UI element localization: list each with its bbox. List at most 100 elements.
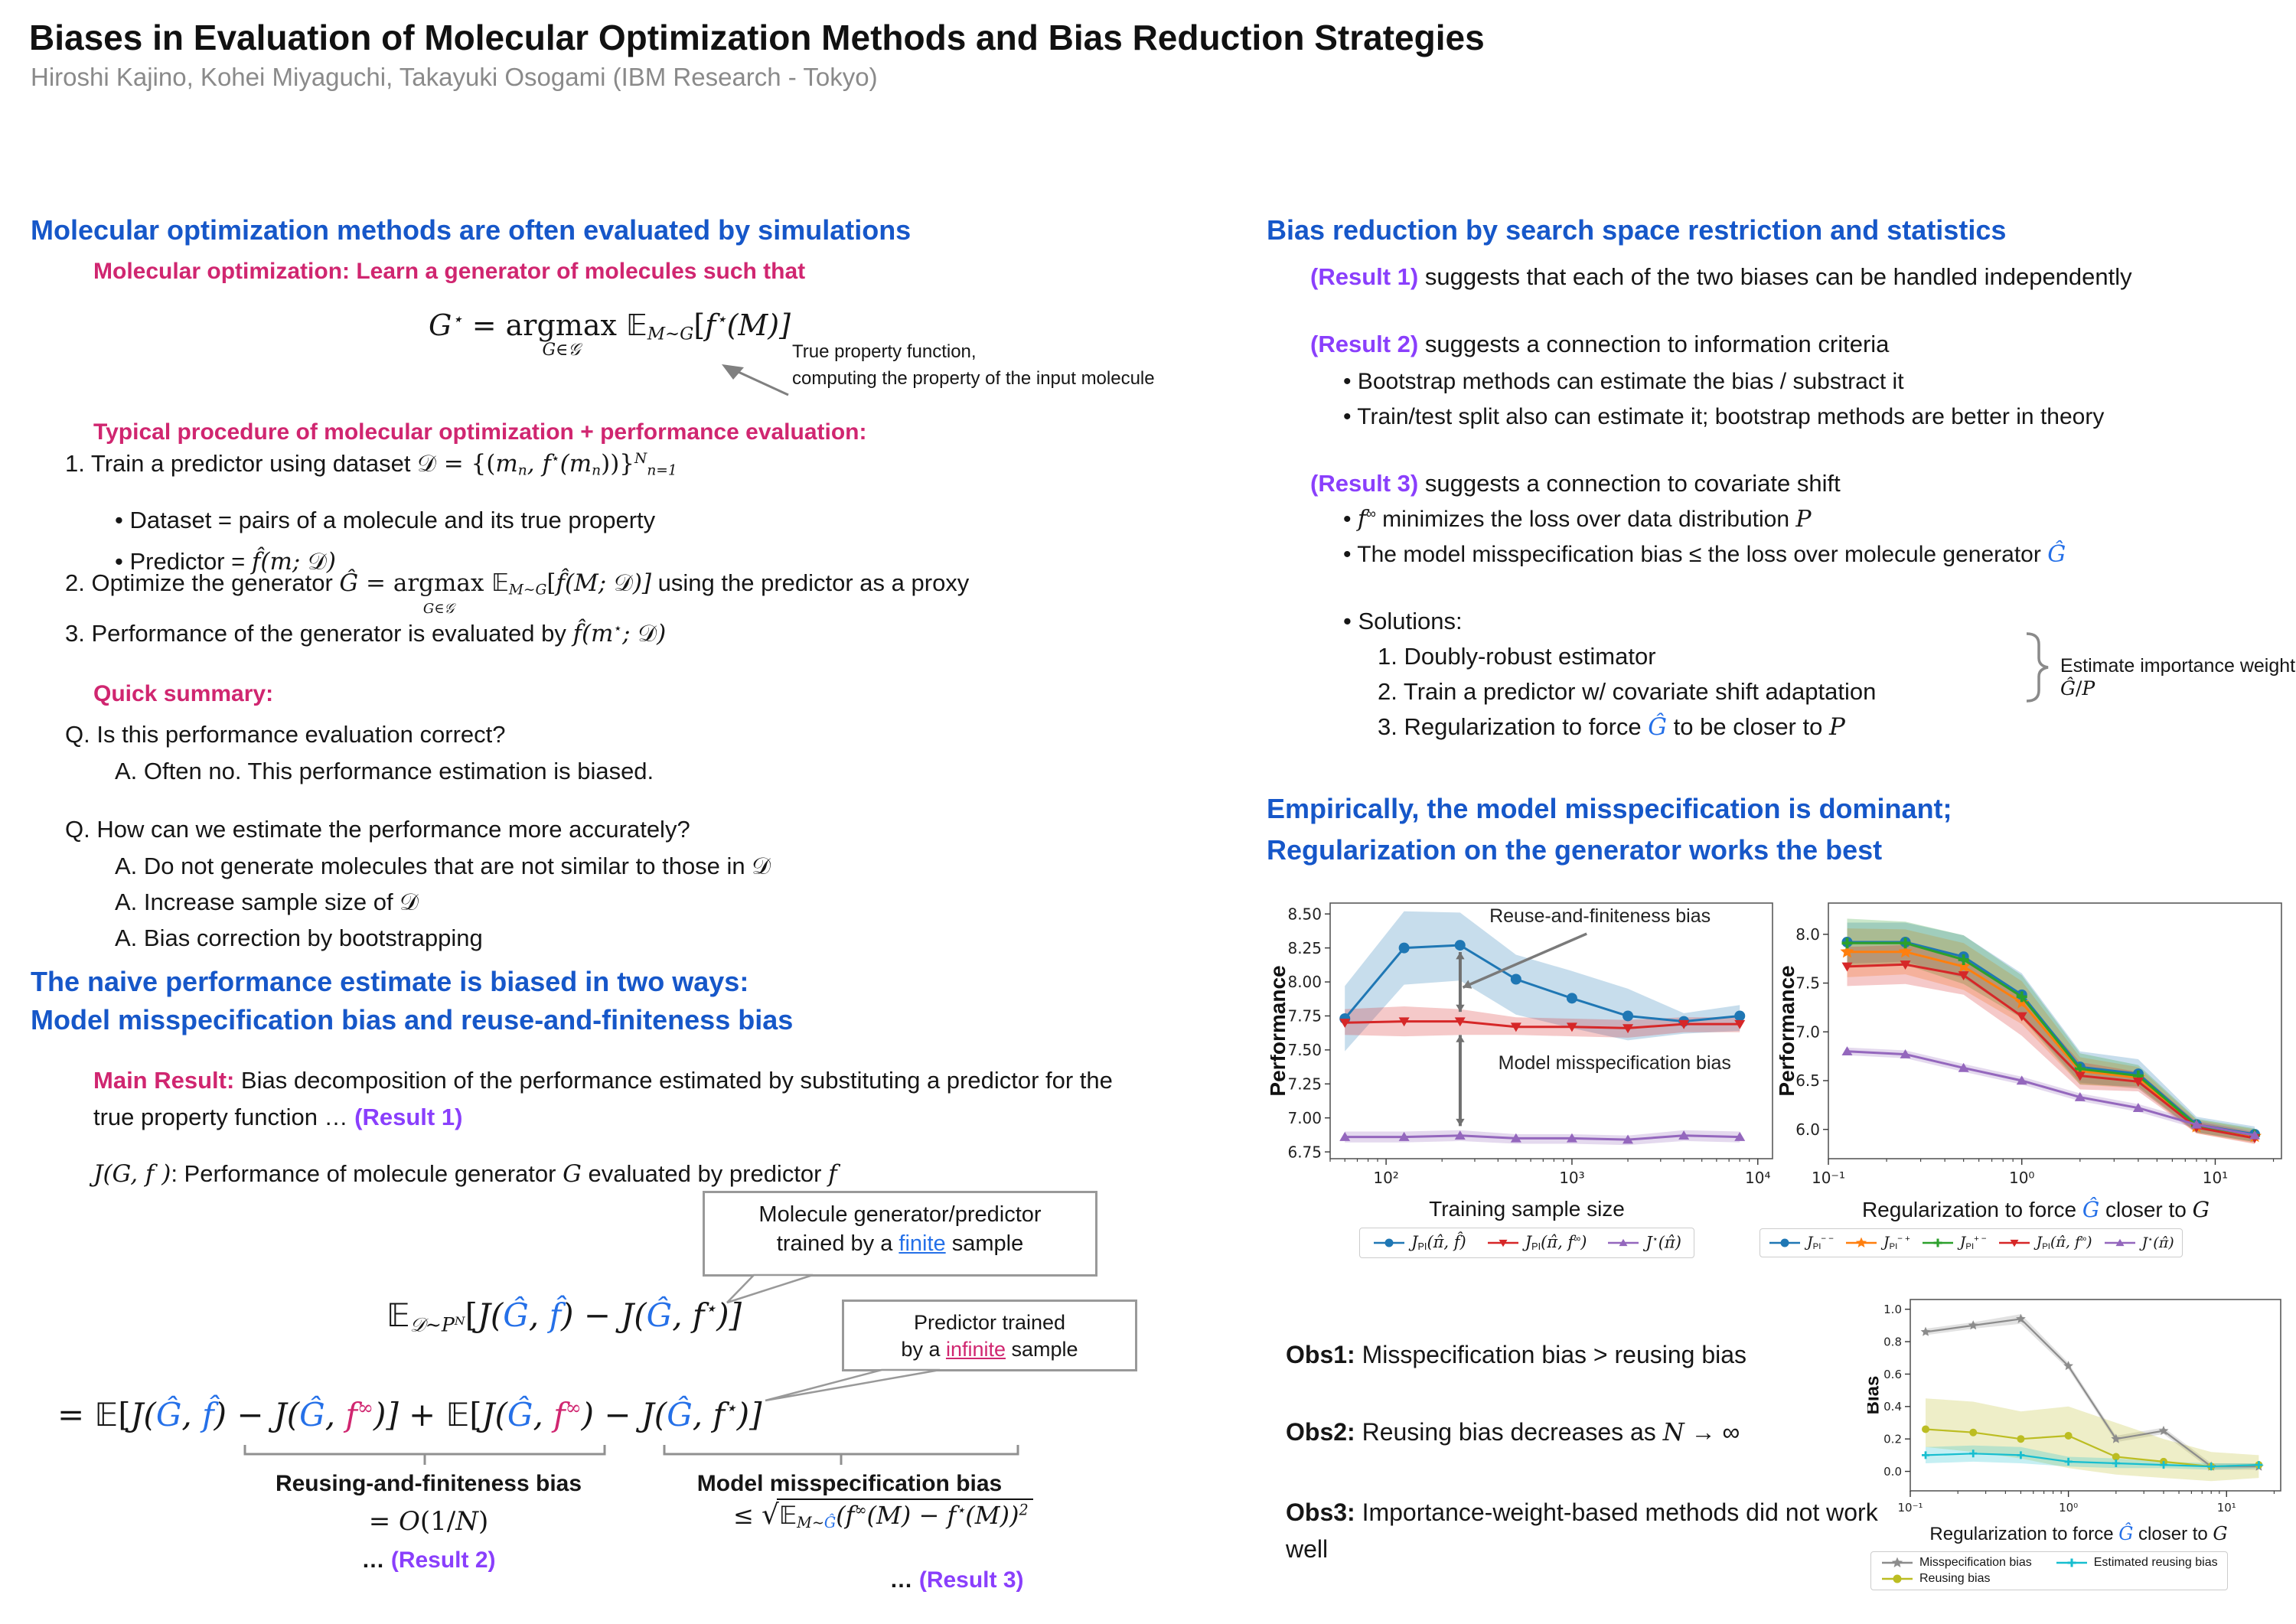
- svg-text:6.75: 6.75: [1287, 1143, 1322, 1161]
- section-heading-empirical-line2: Regularization on the generator works th…: [1267, 834, 1883, 866]
- svg-text:Reuse-and-finiteness bias: Reuse-and-finiteness bias: [1489, 905, 1711, 927]
- formula-bias-decomposition: = 𝔼[J(Ĝ, f̂) − J(Ĝ, f∞)] + 𝔼[J(Ĝ, f∞) − …: [57, 1396, 762, 1433]
- solution-3: 3. Regularization to force Ĝ to be close…: [1378, 713, 1845, 741]
- procedure-step-1-bullet-dataset: • Dataset = pairs of a molecule and its …: [115, 507, 656, 533]
- solutions-brace: [2026, 632, 2049, 703]
- svg-text:10⁻¹: 10⁻¹: [1812, 1169, 1845, 1187]
- result-2-line: (Result 2) suggests a connection to info…: [1310, 331, 1890, 357]
- svg-text:10⁰: 10⁰: [2009, 1169, 2034, 1187]
- chart-bias-vs-regularization: 10⁻¹ 10⁰ 10¹ 0.0 0.2 0.4 0.6 0.8 1.0 Bias Regulari…: [1867, 1292, 2290, 1590]
- legend-item: Estimated reusing bias: [2055, 1556, 2218, 1570]
- svg-text:Bias: Bias: [1867, 1376, 1883, 1415]
- legend-item: JPI+ −: [1921, 1234, 1987, 1251]
- note-true-property-line1: True property function,: [792, 341, 977, 362]
- svg-text:10⁻¹: 10⁻¹: [1897, 1501, 1923, 1515]
- result-1-line: (Result 1) suggests that each of the two…: [1310, 263, 2132, 290]
- svg-text:0.0: 0.0: [1883, 1465, 1902, 1479]
- result-3-ref: … (Result 3): [889, 1567, 1024, 1593]
- svg-text:0.6: 0.6: [1883, 1368, 1902, 1381]
- note-importance-weight: Estimate importance weight Ĝ/P: [2060, 655, 2296, 699]
- svg-text:0.4: 0.4: [1883, 1400, 1902, 1414]
- label-reusing-finiteness-bias: Reusing-and-finiteness bias: [275, 1471, 582, 1496]
- chart-legend: JPI(π̂, f̂) JPI(π̂, f∞) J⋆(π̂): [1359, 1228, 1694, 1258]
- chart-legend: Misspecification bias Estimated reusing b…: [1870, 1551, 2228, 1590]
- question-1: Q. Is this performance evaluation correc…: [65, 721, 506, 748]
- svg-text:10¹: 10¹: [2203, 1169, 2228, 1187]
- procedure-step-1-bullet-predictor: • Predictor = f̂(m; 𝒟): [115, 548, 337, 576]
- label-model-misspecification-bias: Model misspecification bias: [696, 1471, 1003, 1496]
- procedure-step-2: 2. Optimize the generator Ĝ = argmax G∈𝒢 …: [65, 569, 970, 617]
- underbrace-misspec: [663, 1445, 1019, 1465]
- svg-text:8.25: 8.25: [1287, 939, 1322, 957]
- observation-1: Obs1: Misspecification bias > reusing bi…: [1286, 1341, 1747, 1368]
- procedure-step-1: 1. Train a predictor using dataset 𝒟 = {…: [65, 449, 677, 479]
- svg-text:0.2: 0.2: [1883, 1433, 1902, 1446]
- formula-o1n: = O(1/N): [368, 1506, 489, 1537]
- j-definition: J(G, f ): Performance of molecule genera…: [93, 1160, 837, 1188]
- legend-item: Misspecification bias: [1880, 1556, 2032, 1570]
- main-result-paragraph: Main Result: Bias decomposition of the p…: [93, 1067, 1113, 1131]
- answer-2b: A. Increase sample size of 𝒟: [115, 889, 419, 916]
- observation-2: Obs2: Reusing bias decreases as N → ∞: [1286, 1417, 1740, 1446]
- subheading-molecular-optimization: Molecular optimization: Learn a generato…: [93, 259, 806, 284]
- formula-misspec-bound: ≤ √𝔼M∼Ĝ(f∞(M) − f⋆(M))2: [733, 1498, 1033, 1531]
- question-2: Q. How can we estimate the performance m…: [65, 816, 690, 843]
- svg-text:7.5: 7.5: [1795, 974, 1820, 993]
- formula-bias-lhs: 𝔼𝒟∼Pᴺ[J(Ĝ, f̂) − J(Ĝ, f⋆)]: [386, 1296, 742, 1336]
- chart-performance-vs-sample-size: Reuse-and-finiteness bias Model misspecif…: [1270, 895, 1783, 1258]
- procedure-step-3: 3. Performance of the generator is evalu…: [65, 619, 667, 647]
- svg-text:10⁴: 10⁴: [1745, 1169, 1770, 1187]
- svg-text:1.0: 1.0: [1883, 1303, 1902, 1316]
- result-3-bullet-finf: • f∞ minimizes the loss over data distri…: [1343, 506, 1812, 533]
- result-2-bullet-bootstrap: • Bootstrap methods can estimate the bia…: [1343, 369, 1904, 394]
- underbrace-reusing: [243, 1445, 606, 1465]
- solution-1: 1. Doubly-robust estimator: [1378, 643, 1656, 670]
- legend-item: JPI− +: [1844, 1234, 1910, 1251]
- svg-text:10²: 10²: [1373, 1169, 1398, 1187]
- svg-text:6.0: 6.0: [1795, 1120, 1820, 1139]
- svg-text:7.25: 7.25: [1287, 1075, 1322, 1093]
- section-heading-bias-reduction: Bias reduction by search space restricti…: [1267, 214, 2007, 246]
- subheading-quick-summary: Quick summary:: [93, 681, 274, 706]
- svg-text:Performance: Performance: [1779, 965, 1799, 1096]
- legend-item: Reusing bias: [1880, 1572, 2032, 1586]
- formula-gstar-argmax: G⋆ = argmax G∈𝒢 𝔼M∼G[f⋆(M)]: [429, 308, 791, 360]
- chart-x-axis-label: Regularization to force Ĝ closer to G: [1861, 1197, 2210, 1222]
- answer-2c: A. Bias correction by bootstrapping: [115, 925, 483, 951]
- poster-title: Biases in Evaluation of Molecular Optimi…: [29, 18, 1485, 57]
- section-heading-two-biases-line1: The naive performance estimate is biased…: [31, 966, 749, 997]
- result-2-ref: … (Result 2): [361, 1547, 496, 1573]
- section-heading-simulations: Molecular optimization methods are often…: [31, 214, 912, 246]
- section-heading-empirical-line1: Empirically, the model misspecification …: [1267, 793, 1952, 824]
- chart-legend: JPI− − JPI− + JPI+ − JPI(π̂, f∞) J⋆(π̂): [1760, 1228, 2183, 1257]
- svg-text:Model misspecification bias: Model misspecification bias: [1499, 1052, 1731, 1074]
- callout-tail-infinite: [765, 1368, 941, 1402]
- callout-finite-sample: Molecule generator/predictor trained by a…: [703, 1191, 1097, 1277]
- svg-text:8.0: 8.0: [1795, 925, 1820, 944]
- subheading-typical-procedure: Typical procedure of molecular optimizat…: [93, 419, 867, 445]
- legend-item: JPI(π̂, f̂): [1372, 1233, 1466, 1252]
- svg-text:10³: 10³: [1559, 1169, 1584, 1187]
- result-3-bullet-misspec: • The model misspecification bias ≤ the …: [1343, 541, 2066, 568]
- svg-text:7.75: 7.75: [1287, 1007, 1322, 1026]
- note-true-property-line2: computing the property of the input mole…: [792, 368, 1155, 389]
- chart-performance-vs-regularization: 10⁻¹ 10⁰ 10¹ 6.0 6.5 7.0 7.5 8.0 Performance Regu…: [1760, 895, 2292, 1257]
- legend-item: JPI(π̂, f∞): [1998, 1234, 2092, 1251]
- svg-text:0.8: 0.8: [1883, 1335, 1902, 1348]
- svg-text:7.00: 7.00: [1287, 1109, 1322, 1127]
- poster-authors: Hiroshi Kajino, Kohei Miyaguchi, Takayuk…: [31, 63, 878, 91]
- callout-infinite-sample: Predictor trained by a infinite sample: [842, 1300, 1137, 1371]
- svg-text:8.50: 8.50: [1287, 905, 1322, 923]
- legend-item: J⋆(π̂): [1606, 1233, 1681, 1253]
- svg-text:7.50: 7.50: [1287, 1041, 1322, 1059]
- solution-2: 2. Train a predictor w/ covariate shift …: [1378, 678, 1877, 705]
- legend-item: J⋆(π̂): [2103, 1234, 2174, 1252]
- svg-text:6.5: 6.5: [1795, 1071, 1820, 1090]
- section-heading-two-biases-line2: Model misspecification bias and reuse-an…: [31, 1004, 794, 1035]
- result-2-bullet-traintest: • Train/test split also can estimate it;…: [1343, 404, 2105, 429]
- answer-1: A. Often no. This performance estimation…: [115, 758, 654, 784]
- svg-text:Performance: Performance: [1270, 965, 1290, 1096]
- svg-text:10¹: 10¹: [2217, 1501, 2236, 1515]
- result-3-line: (Result 3) suggests a connection to cova…: [1310, 470, 1841, 497]
